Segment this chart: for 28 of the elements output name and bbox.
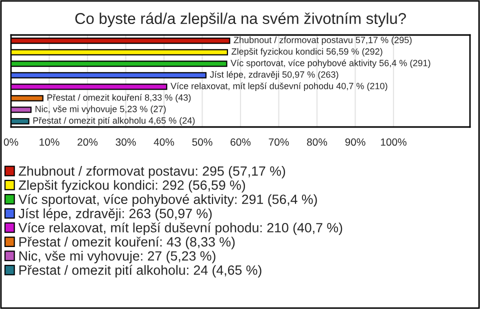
x-tick-label: 20% xyxy=(78,138,98,146)
category-label: Zhubnout / zformovat postavu 57,17 % (295) xyxy=(234,36,412,45)
x-tick-label: 70% xyxy=(268,138,289,146)
x-tick-label: 90% xyxy=(345,138,366,146)
chart-title: Co byste rád/a zlepšil/a na svém životním stylu? xyxy=(75,12,406,28)
category-label: Nic, vše mi vyhovuje 5,23 % (27) xyxy=(36,106,166,114)
x-tick-label: 10% xyxy=(40,138,60,146)
legend-label: Jíst lépe, zdravěji: 263 (50,97 %) xyxy=(18,208,212,221)
legend-label: Zhubnout / zformovat postavu: 295 (57,17 %) xyxy=(18,166,286,178)
x-tick-label: 40% xyxy=(154,138,174,146)
x-tick-label: 50% xyxy=(192,138,212,146)
category-label: Zlepšit fyzickou kondici 56,59 % (292) xyxy=(232,48,382,56)
legend-label: Přestat / omezit kouření: 43 (8,33 %) xyxy=(19,236,235,250)
category-label: Více relaxovat, mít lepší duševní pohodu 40,7 % (210) xyxy=(170,82,388,92)
x-tick-label: 0% xyxy=(4,138,18,146)
legend-label: Nic, vše mi vyhovuje: 27 (5,23 %) xyxy=(19,250,216,264)
x-tick-label: 60% xyxy=(230,138,251,146)
x-tick-label: 30% xyxy=(116,138,136,146)
legend-label: Přestat / omezit pití alkoholu: 24 (4,65 %) xyxy=(19,264,262,278)
category-label: Jíst lépe, zdravěji 50,97 % (263) xyxy=(210,70,338,80)
category-label: Přestat / omezit pití alkoholu 4,65 % (24) xyxy=(33,116,195,126)
legend-label: Víc sportovat, více pohybové aktivity: 291 (56,4 %) xyxy=(18,194,317,207)
x-tick-label: 100% xyxy=(380,138,406,146)
x-tick-label: 80% xyxy=(307,138,328,146)
category-label: Přestat / omezit kouření 8,33 % (43) xyxy=(47,94,191,103)
legend-label: Zlepšit fyzickou kondici: 292 (56,59 %) xyxy=(18,180,246,192)
category-label: Víc sportovat, více pohybové aktivity 56,4 % (291) xyxy=(230,59,430,68)
legend-label: Více relaxovat, mít lepší duševní pohodu: 210 (40,7 %) xyxy=(18,222,342,236)
